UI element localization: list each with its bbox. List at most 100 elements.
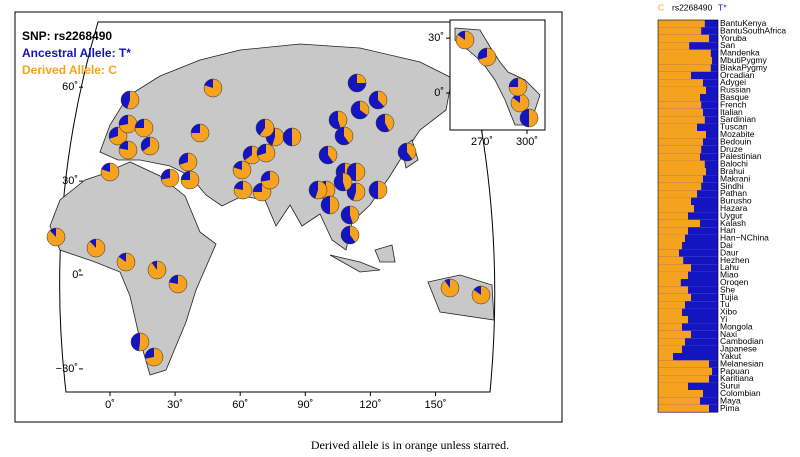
bar-derived xyxy=(658,404,709,413)
pie-outline xyxy=(160,168,180,188)
bar-derived xyxy=(658,256,684,265)
pie-outline xyxy=(134,118,154,138)
pie-derived xyxy=(181,171,199,189)
pie-outline xyxy=(340,225,360,245)
pie-derived xyxy=(350,206,359,224)
pie-outline xyxy=(256,143,276,163)
bar-derived xyxy=(658,57,712,65)
bar-derived xyxy=(658,49,711,57)
population-label: Burusho xyxy=(720,196,752,206)
pie-outline xyxy=(340,205,360,225)
bar-derived xyxy=(658,64,711,72)
population-label: Dai xyxy=(720,240,733,250)
population-label: Oroqen xyxy=(720,277,749,287)
pie-derived xyxy=(135,119,153,137)
population-label: Adygei xyxy=(720,77,746,87)
pie-outline xyxy=(108,126,128,146)
pie-outline xyxy=(190,123,210,143)
pie-outline xyxy=(100,162,120,182)
pie-derived xyxy=(509,78,527,96)
pie-derived xyxy=(168,275,187,294)
bar-derived xyxy=(658,27,702,35)
map-frame xyxy=(14,11,563,423)
bar-derived xyxy=(658,175,703,183)
pie-derived xyxy=(353,183,366,201)
population-label: Basque xyxy=(720,92,749,102)
x-tick-label: 150˚ xyxy=(424,399,446,411)
pie-derived xyxy=(138,333,149,352)
population-label: Tujia xyxy=(720,292,738,302)
bar-derived xyxy=(658,279,681,287)
bar-derived xyxy=(658,345,682,353)
ancestral-label: Ancestral Allele: T* xyxy=(22,46,131,60)
header-derived: C xyxy=(658,2,664,12)
y-tick-label: −30˚ xyxy=(56,363,78,375)
population-label: Tuscan xyxy=(720,122,748,132)
bar-ancestral xyxy=(658,301,718,309)
bar-derived xyxy=(658,227,688,235)
pie-derived xyxy=(179,153,197,171)
bar-derived xyxy=(658,197,691,205)
population-label: Uygur xyxy=(720,210,743,220)
bar-ancestral xyxy=(658,242,718,250)
pie-outline xyxy=(397,142,417,162)
y-tick-label: 60˚ xyxy=(62,81,78,93)
population-label: Bedouin xyxy=(720,136,751,146)
bar-derived xyxy=(658,390,703,398)
population-label: Japanese xyxy=(720,344,757,354)
africa xyxy=(49,161,217,376)
population-label: Colombian xyxy=(720,388,761,398)
pie-derived xyxy=(323,181,335,199)
y-tick-label: 30˚ xyxy=(62,175,78,187)
population-label: Sindhi xyxy=(720,181,744,191)
population-label: Xibo xyxy=(720,307,737,317)
population-label: Pima xyxy=(720,403,740,413)
pie-outline xyxy=(346,162,366,182)
population-label: Daur xyxy=(720,247,739,257)
pie-derived xyxy=(478,48,496,66)
bar-derived xyxy=(658,123,697,131)
bar-derived xyxy=(658,153,700,161)
bar-derived xyxy=(658,20,705,28)
population-label: Maya xyxy=(720,395,741,405)
pie-derived xyxy=(456,31,474,49)
population-label: Palestinian xyxy=(720,151,762,161)
pie-derived xyxy=(344,127,353,144)
x-tick-label: 0˚ xyxy=(105,399,115,411)
pie-derived xyxy=(511,94,530,112)
population-label: Surui xyxy=(720,381,740,391)
pie-derived xyxy=(441,279,459,297)
pie-derived xyxy=(330,196,339,214)
bar-derived xyxy=(658,316,688,324)
pie-outline xyxy=(86,238,106,258)
population-label: Yi xyxy=(720,314,727,324)
pie-outline xyxy=(333,172,353,192)
pie-outline xyxy=(282,127,302,147)
population-label: Sardinian xyxy=(720,114,756,124)
bar-derived xyxy=(658,271,688,279)
pie-outline xyxy=(203,78,223,98)
population-label: French xyxy=(720,99,747,109)
bar-derived xyxy=(658,323,682,331)
pie-derived xyxy=(259,119,274,137)
pie-outline xyxy=(346,182,366,202)
population-label: San xyxy=(720,40,735,50)
population-label: Karitiana xyxy=(720,373,754,383)
pie-outline xyxy=(233,180,253,200)
bar-derived xyxy=(658,71,691,80)
pie-derived xyxy=(378,181,387,199)
bar-derived xyxy=(658,330,691,339)
pie-outline xyxy=(477,47,497,67)
bar-derived xyxy=(658,79,703,87)
bar-ancestral xyxy=(658,234,718,242)
bar-derived xyxy=(658,367,712,376)
bar-derived xyxy=(658,34,709,43)
bar-derived xyxy=(658,293,691,302)
bar-derived xyxy=(658,338,685,346)
pie-outline xyxy=(347,73,367,93)
bar-derived xyxy=(658,212,688,220)
population-label: MbutiPygmy xyxy=(720,55,768,65)
population-label: Miao xyxy=(720,270,739,280)
population-label: Orcadian xyxy=(720,70,755,80)
pie-derived xyxy=(261,171,279,189)
